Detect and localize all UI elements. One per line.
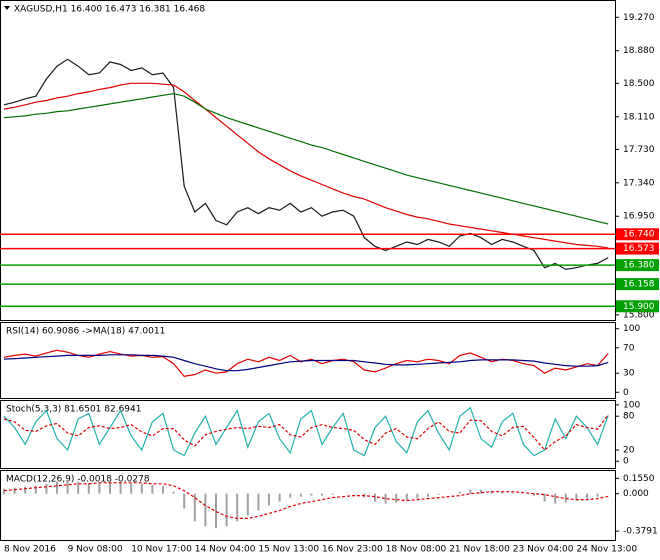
y-tick-label: 15.800 xyxy=(623,310,655,320)
level-badge xyxy=(616,259,659,272)
y-tick-label: 18.500 xyxy=(623,79,655,89)
y-tick-label: -0.3791 xyxy=(623,527,658,537)
panel-title: MACD(12,26,9) -0.0018 -0.0278 xyxy=(6,475,150,485)
y-tick-label: 18.880 xyxy=(623,46,655,56)
series-line xyxy=(3,354,609,372)
level-badge xyxy=(616,228,659,241)
x-tick-label: 18 Nov 08:00 xyxy=(386,545,447,555)
macd-panel xyxy=(0,470,616,541)
y-tick-label: 18.110 xyxy=(623,112,655,122)
signal-line xyxy=(3,482,609,519)
x-tick-label: 15 Nov 13:00 xyxy=(258,545,319,555)
y-tick-label: 100 xyxy=(623,324,640,334)
series-line xyxy=(3,414,609,451)
level-label: 16.158 xyxy=(623,280,655,290)
y-tick-label: 0.000 xyxy=(623,489,649,499)
y-tick-label: 20 xyxy=(623,445,635,455)
menu-arrow[interactable] xyxy=(4,6,10,10)
y-tick-label: 70 xyxy=(623,343,635,353)
level-label: 16.380 xyxy=(623,261,655,271)
y-tick-label: 0 xyxy=(623,457,629,467)
level-label: 15.900 xyxy=(623,302,655,312)
x-tick-label: 14 Nov 04:00 xyxy=(195,545,256,555)
x-tick-label: 21 Nov 18:00 xyxy=(449,545,510,555)
level-badge xyxy=(616,300,659,313)
x-tick-label: 8 Nov 2016 xyxy=(4,545,56,555)
y-tick-label: 0.1550 xyxy=(623,474,655,484)
series-line xyxy=(3,406,609,457)
rsi-panel xyxy=(0,322,616,399)
level-label: 16.740 xyxy=(623,230,655,240)
x-tick-label: 9 Nov 08:00 xyxy=(68,545,123,555)
series-line xyxy=(3,92,609,225)
x-tick-label: 16 Nov 23:00 xyxy=(322,545,383,555)
y-tick-label: 19.270 xyxy=(623,13,655,23)
y-tick-label: 30 xyxy=(623,369,635,379)
x-tick-label: 10 Nov 17:00 xyxy=(131,545,192,555)
y-tick-label: 100 xyxy=(623,400,640,410)
level-label: 16.573 xyxy=(623,244,655,254)
x-tick-label: 24 Nov 13:00 xyxy=(576,545,637,555)
y-tick-label: 80 xyxy=(623,412,635,422)
panel-title: RSI(14) 60.9086 ->MA(18) 47.0011 xyxy=(6,327,165,337)
series-line xyxy=(3,58,609,271)
series-line xyxy=(3,82,609,249)
level-badge xyxy=(616,242,659,255)
panel-title: XAGUSD,H1 16.400 16.473 16.381 16.468 xyxy=(14,5,205,15)
stoch-panel xyxy=(0,400,616,469)
y-tick-label: 0 xyxy=(623,388,629,398)
level-badge xyxy=(616,278,659,291)
main-panel xyxy=(0,0,616,321)
y-tick-label: 17.340 xyxy=(623,178,655,188)
y-tick-label: 16.950 xyxy=(623,212,655,222)
y-tick-label: 17.730 xyxy=(623,145,655,155)
x-tick-label: 23 Nov 04:00 xyxy=(513,545,574,555)
panel-title: Stoch(5,3,3) 81.6501 82.6941 xyxy=(6,405,141,415)
series-line xyxy=(3,349,609,378)
